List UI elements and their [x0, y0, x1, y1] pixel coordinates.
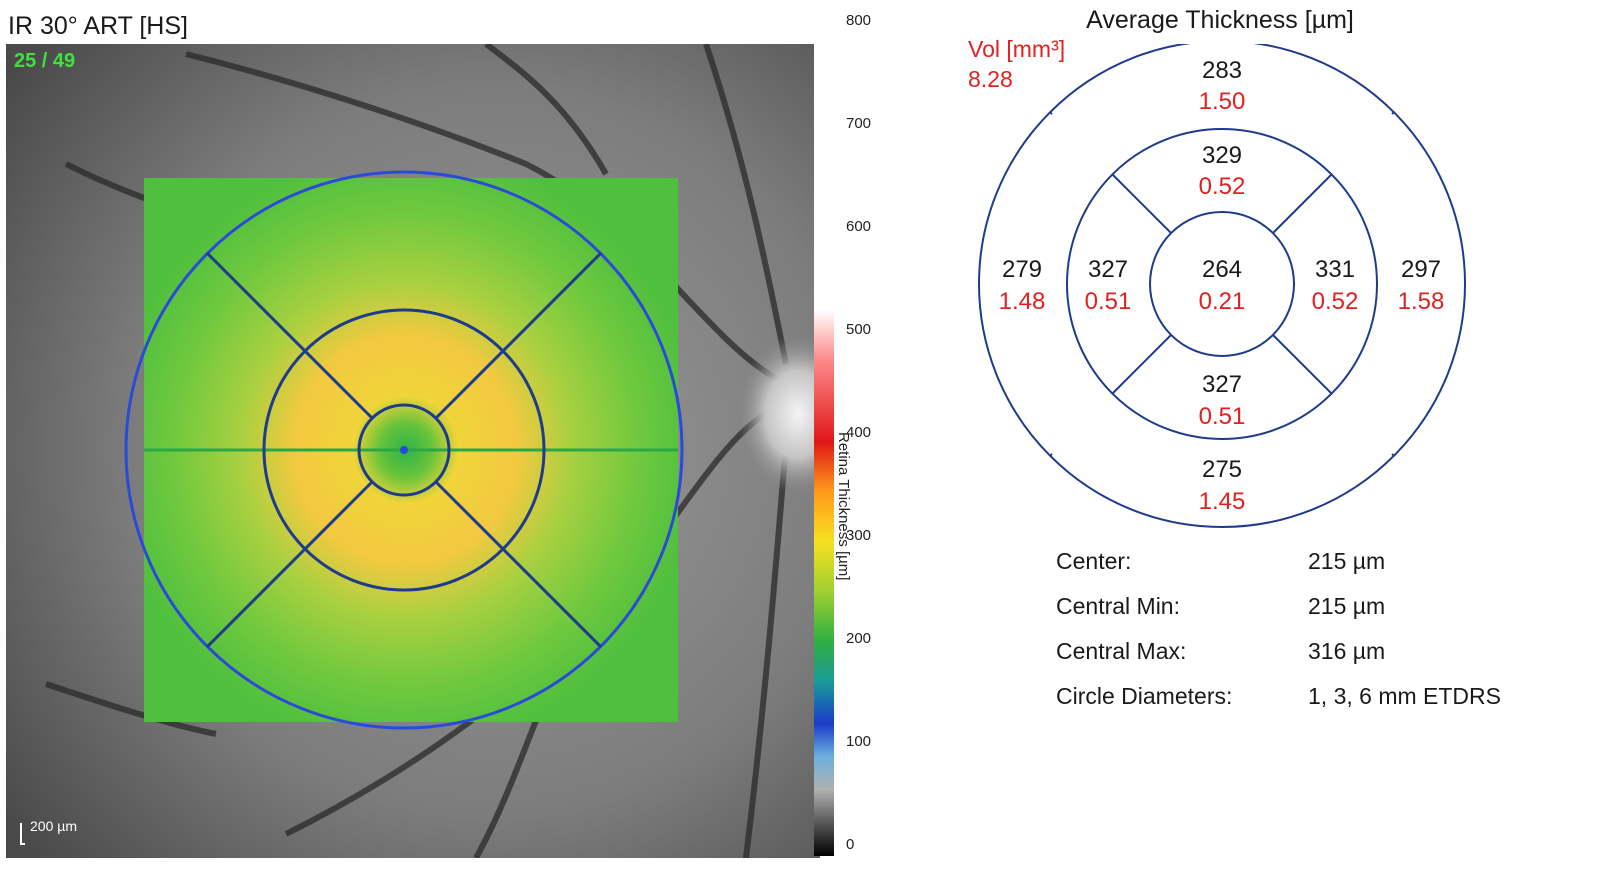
- etdrs-inner-ring: [1149, 211, 1295, 357]
- stat-label: Center:: [1056, 548, 1132, 574]
- sector-volume: 1.50: [1199, 88, 1246, 115]
- optic-disc: [738, 334, 820, 494]
- stat-value: 316 µm: [1308, 638, 1386, 664]
- colorbar-tick: 500: [846, 321, 872, 338]
- sector-thickness: 279: [1002, 256, 1042, 283]
- outer-ring: [124, 170, 684, 730]
- stat-value: 1, 3, 6 mm ETDRS: [1308, 683, 1501, 709]
- sector-volume: 0.51: [1199, 403, 1246, 430]
- colorbar-tick: 700: [846, 115, 872, 132]
- sector-thickness: 327: [1088, 256, 1128, 283]
- colorbar-tick: 200: [846, 630, 872, 647]
- sector-volume: 1.58: [1398, 288, 1445, 315]
- colorbar-tick: 800: [846, 12, 872, 29]
- frame-counter: 25 / 49: [14, 50, 76, 72]
- volume-value: 8.28: [968, 66, 1013, 92]
- sector-volume: 0.52: [1199, 173, 1246, 200]
- etdrs-divider: [1049, 453, 1053, 457]
- sector-volume: 0.51: [1085, 288, 1132, 315]
- inner-ring: [357, 403, 451, 497]
- sector-thickness: 331: [1315, 256, 1355, 283]
- sector-thickness: 327: [1202, 371, 1242, 398]
- etdrs-divider: [1111, 173, 1172, 234]
- scale-bar-label: 200 µm: [30, 818, 77, 834]
- sector-volume: 1.48: [999, 288, 1046, 315]
- volume-label: Vol [mm³]: [968, 36, 1066, 62]
- etdrs-divider: [1272, 173, 1333, 234]
- scale-bar: [20, 823, 25, 845]
- stat-value: 215 µm: [1308, 548, 1386, 574]
- sector-thickness: 283: [1202, 57, 1242, 84]
- sector-volume: 0.21: [1199, 288, 1246, 315]
- sector-thickness: 297: [1401, 256, 1441, 283]
- sector-volume: 1.45: [1199, 488, 1246, 515]
- colorbar-tick: 0: [846, 836, 855, 853]
- colorbar-tick: 100: [846, 733, 872, 750]
- colorbar-tick: 300: [846, 527, 872, 544]
- sector-thickness: 264: [1202, 256, 1242, 283]
- etdrs-divider: [1272, 334, 1333, 395]
- thickness-colorbar: [814, 28, 834, 856]
- stat-label: Circle Diameters:: [1056, 683, 1233, 709]
- middle-ring: [262, 308, 546, 592]
- etdrs-middle-ring: [1066, 128, 1378, 440]
- etdrs-grid: 283 1.50 329 0.52 279 1.48 327 0.51 264 …: [978, 44, 1466, 528]
- fovea-marker: [400, 446, 408, 454]
- sector-thickness: 329: [1202, 142, 1242, 169]
- etdrs-divider: [1111, 334, 1172, 395]
- stat-label: Central Max:: [1056, 638, 1187, 664]
- image-title: IR 30° ART [HS]: [8, 12, 188, 40]
- sector-thickness: 275: [1202, 456, 1242, 483]
- sector-volume: 0.52: [1312, 288, 1359, 315]
- etdrs-divider: [1391, 453, 1395, 457]
- colorbar-title: Retina Thickness [µm]: [835, 432, 852, 581]
- chart-title: Average Thickness [µm]: [1086, 6, 1354, 34]
- colorbar-tick: 400: [846, 424, 872, 441]
- fundus-thickness-map[interactable]: [6, 44, 820, 858]
- etdrs-divider: [1049, 111, 1053, 115]
- etdrs-divider: [1391, 111, 1395, 115]
- stat-label: Central Min:: [1056, 593, 1180, 619]
- stat-value: 215 µm: [1308, 593, 1386, 619]
- etdrs-outer-ring: [978, 44, 1466, 528]
- sector-dividers: [205, 251, 603, 649]
- colorbar-tick: 600: [846, 218, 872, 235]
